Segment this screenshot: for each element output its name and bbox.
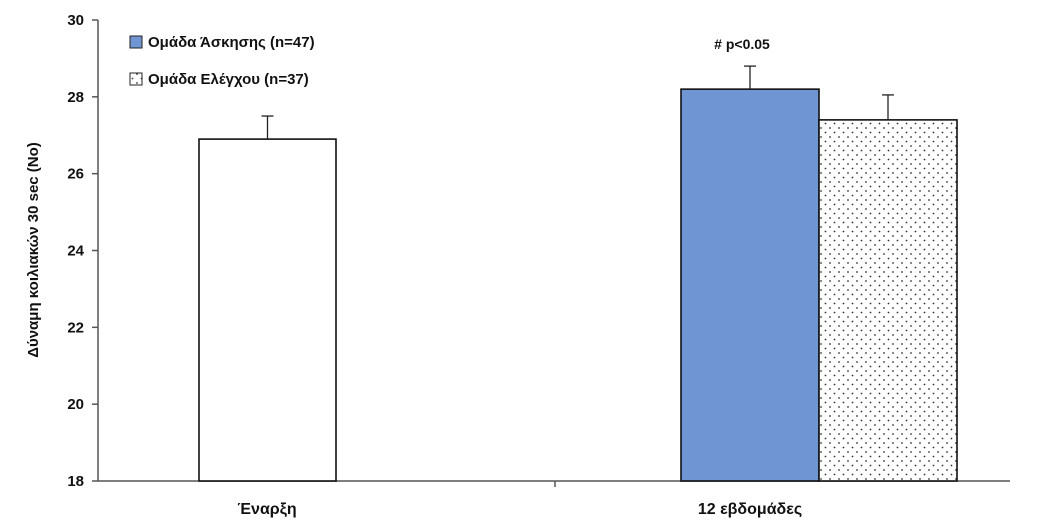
bar-baseline [198, 138, 337, 482]
y-tick-label: 26 [67, 166, 84, 183]
legend: Ομάδα Άσκησης (n=47) Ομάδα Ελέγχου (n=37… [129, 34, 315, 88]
y-axis-label: Δύναμη κοιλιακών 30 sec (Νο) [25, 142, 42, 358]
legend-swatch-exercise [129, 35, 143, 49]
bar-control-12wk [818, 119, 958, 482]
error-bar [744, 65, 756, 90]
legend-label-control: Ομάδα Ελέγχου (n=37) [148, 71, 309, 88]
y-tick-label: 28 [67, 89, 84, 106]
error-bar [261, 115, 274, 140]
y-tick-label: 30 [67, 12, 84, 29]
significance-annotation: # p<0.05 [714, 36, 770, 52]
y-ticks: 18 20 22 24 26 28 30 [67, 12, 98, 490]
legend-label-exercise: Ομάδα Άσκησης (n=47) [148, 34, 315, 51]
y-tick-label: 22 [67, 319, 84, 336]
x-tick-label: 12 εβδομάδες [698, 501, 802, 518]
error-bar [882, 94, 894, 120]
legend-swatch-control [129, 72, 143, 86]
y-tick-label: 24 [67, 243, 84, 260]
bar-exercise-12wk [680, 88, 820, 482]
x-tick-label: Έναρξη [237, 501, 296, 518]
error-bars [261, 65, 894, 140]
x-tick-labels: Έναρξη 12 εβδομάδες [237, 501, 802, 518]
bars [198, 88, 958, 482]
y-tick-label: 20 [67, 396, 84, 413]
y-tick-label: 18 [67, 473, 84, 490]
